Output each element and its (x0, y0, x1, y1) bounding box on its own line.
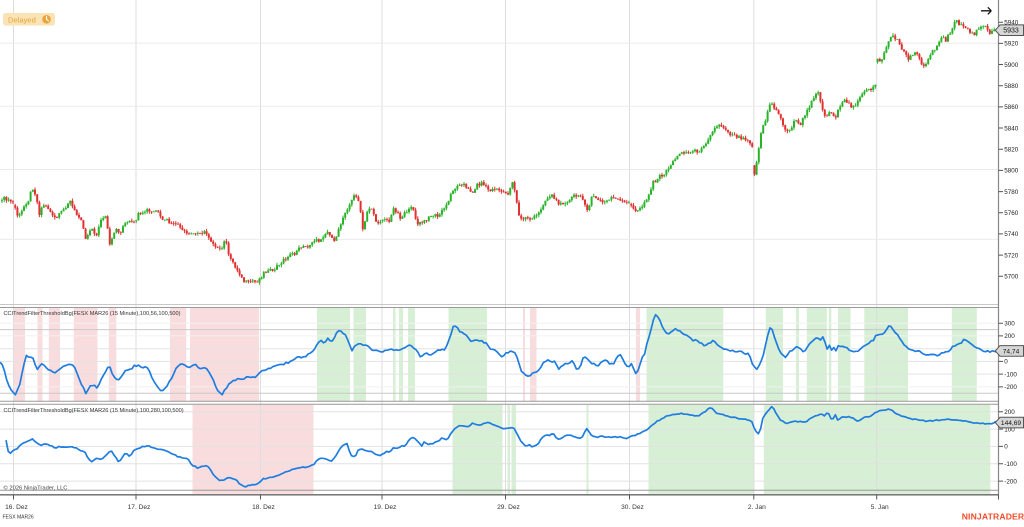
svg-text:5860: 5860 (1004, 104, 1019, 111)
svg-text:-100: -100 (1004, 371, 1017, 378)
svg-text:74,74: 74,74 (1003, 348, 1020, 355)
svg-text:2. Jan: 2. Jan (748, 504, 766, 511)
svg-text:5933: 5933 (1003, 28, 1019, 35)
svg-text:18. Dez: 18. Dez (252, 504, 275, 511)
svg-text:100: 100 (1004, 426, 1015, 433)
svg-text:5740: 5740 (1004, 231, 1019, 238)
svg-text:FESX MAR26: FESX MAR26 (3, 515, 34, 521)
svg-text:29. Dez: 29. Dez (497, 504, 520, 511)
svg-text:5720: 5720 (1004, 252, 1019, 259)
svg-text:5880: 5880 (1004, 83, 1019, 90)
svg-text:CCITrendFilterThresholdBg(FESX: CCITrendFilterThresholdBg(FESX MAR26 (15… (4, 408, 184, 414)
svg-text:-100: -100 (1004, 461, 1017, 468)
svg-text:© 2026 NinjaTrader, LLC: © 2026 NinjaTrader, LLC (4, 484, 68, 491)
svg-text:5920: 5920 (1004, 41, 1019, 48)
svg-text:5900: 5900 (1004, 62, 1019, 69)
svg-text:5700: 5700 (1004, 274, 1019, 281)
svg-text:-200: -200 (1004, 478, 1017, 485)
svg-text:5780: 5780 (1004, 189, 1019, 196)
svg-text:30. Dez: 30. Dez (621, 504, 644, 511)
svg-text:17. Dez: 17. Dez (128, 504, 151, 511)
svg-text:CCITrendFilterThresholdBg(FESX: CCITrendFilterThresholdBg(FESX MAR26 (15… (4, 311, 181, 317)
svg-text:5. Jan: 5. Jan (871, 504, 889, 511)
svg-text:300: 300 (1004, 321, 1015, 328)
svg-text:5760: 5760 (1004, 210, 1019, 217)
svg-text:200: 200 (1004, 333, 1015, 340)
svg-text:-200: -200 (1004, 384, 1017, 391)
svg-text:200: 200 (1004, 409, 1015, 416)
svg-text:16. Dez: 16. Dez (5, 504, 28, 511)
svg-text:144,69: 144,69 (1001, 420, 1022, 427)
svg-text:Delayed: Delayed (8, 15, 36, 24)
svg-text:0: 0 (1004, 359, 1008, 366)
svg-text:5800: 5800 (1004, 168, 1019, 175)
svg-text:5840: 5840 (1004, 125, 1019, 132)
svg-text:5820: 5820 (1004, 147, 1019, 154)
svg-text:5940: 5940 (1004, 20, 1019, 27)
svg-text:0: 0 (1004, 444, 1008, 451)
svg-text:19. Dez: 19. Dez (374, 504, 397, 511)
svg-text:NINJATRADER: NINJATRADER (962, 512, 1024, 522)
